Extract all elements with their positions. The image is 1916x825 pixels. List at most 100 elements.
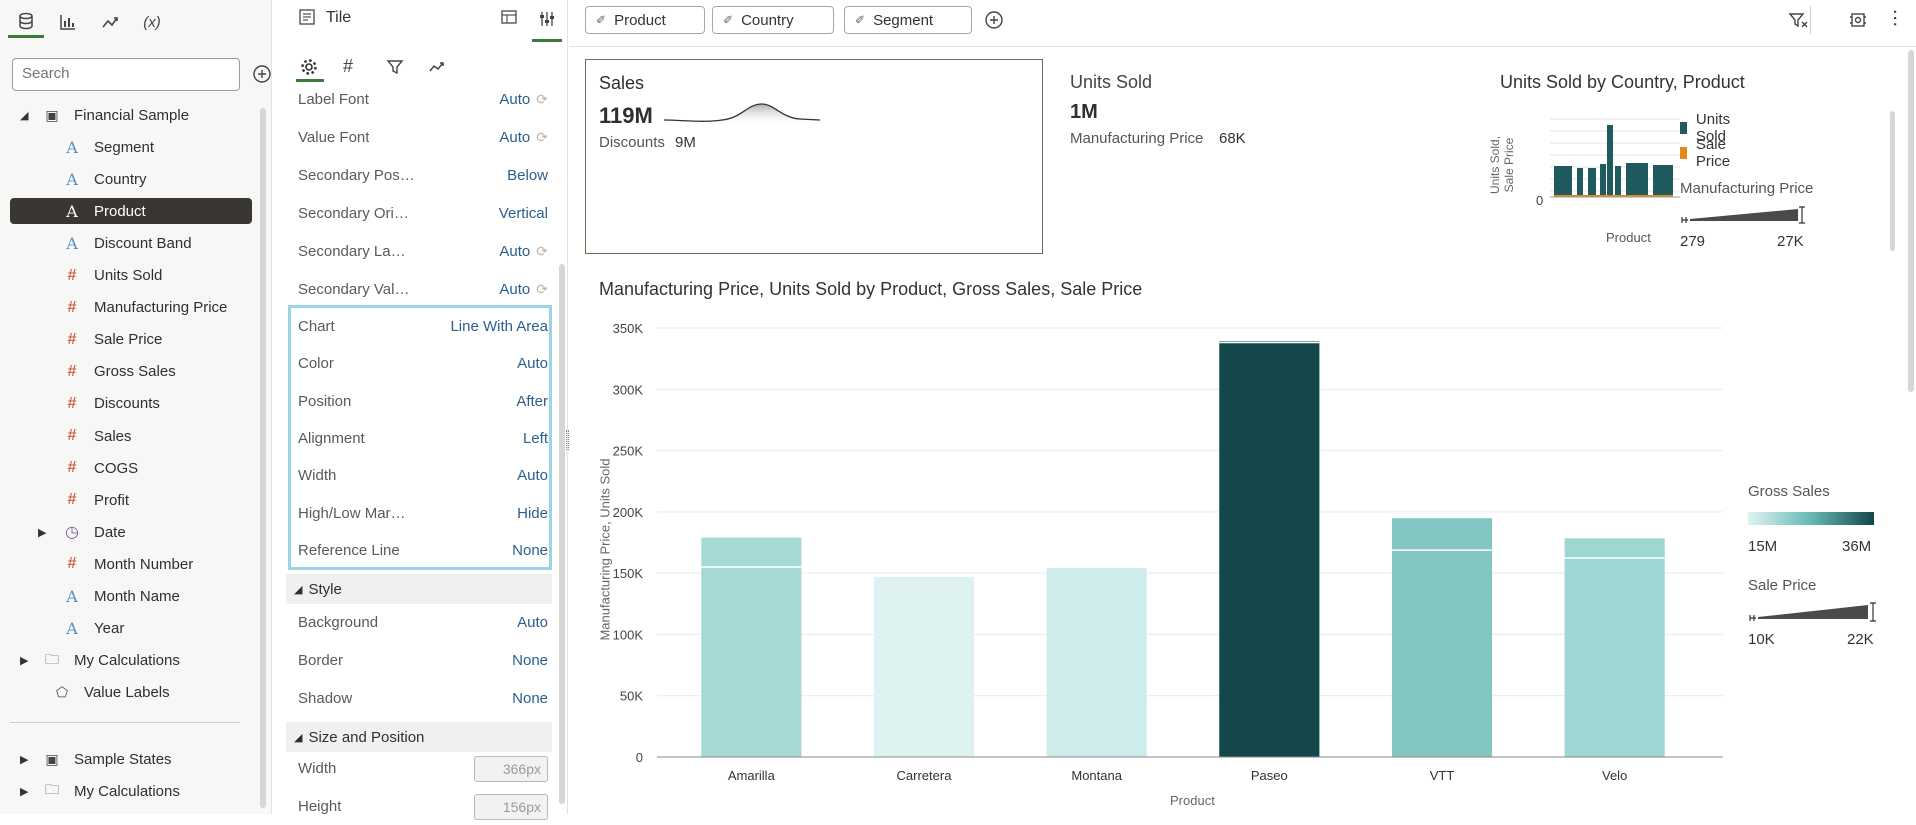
tree-item[interactable]: A Discount Band bbox=[10, 230, 252, 256]
canvas-settings-icon[interactable] bbox=[1848, 10, 1868, 33]
property-row[interactable]: Value Font Auto ⟳ bbox=[294, 119, 552, 156]
property-row[interactable]: Height 156px bbox=[294, 788, 552, 825]
tree-item[interactable]: # Manufacturing Price bbox=[10, 295, 252, 321]
data-tab-icon[interactable] bbox=[8, 6, 44, 38]
canvas-scrollbar[interactable] bbox=[1908, 50, 1914, 392]
property-value[interactable]: After bbox=[516, 393, 548, 410]
tree-item[interactable]: A Product bbox=[10, 198, 252, 225]
tree-item[interactable]: # COGS bbox=[10, 455, 252, 481]
property-value[interactable]: Left bbox=[523, 430, 548, 447]
layout-icon[interactable] bbox=[500, 8, 522, 30]
search-input[interactable] bbox=[13, 59, 233, 88]
property-value[interactable]: Auto bbox=[517, 614, 548, 631]
property-input[interactable]: 366px bbox=[474, 755, 548, 782]
property-value[interactable]: Auto bbox=[517, 467, 548, 484]
property-row[interactable]: Width Auto bbox=[294, 457, 552, 494]
property-row[interactable]: Label Font Auto ⟳ bbox=[294, 81, 552, 118]
property-row[interactable]: Background Auto bbox=[294, 604, 552, 641]
values-props-tab[interactable]: # bbox=[343, 56, 354, 76]
property-row[interactable]: Reference Line None bbox=[294, 532, 552, 569]
legend-item[interactable]: Units Sold bbox=[1680, 111, 1735, 145]
bar[interactable] bbox=[1564, 538, 1665, 757]
property-value[interactable]: Vertical bbox=[499, 205, 548, 222]
property-row[interactable]: Secondary La… Auto ⟳ bbox=[294, 233, 552, 270]
property-value[interactable]: Below bbox=[507, 167, 548, 184]
tree-item[interactable]: # Gross Sales bbox=[10, 359, 252, 385]
property-value[interactable]: Auto bbox=[517, 355, 548, 372]
property-value[interactable]: 156px bbox=[474, 793, 548, 820]
reset-icon[interactable]: ⟳ bbox=[536, 243, 548, 259]
tree-item[interactable]: ▶ ◷ Date bbox=[10, 519, 252, 545]
property-row[interactable]: Border None bbox=[294, 642, 552, 679]
property-value[interactable]: None bbox=[512, 652, 548, 669]
calculations-tab-icon[interactable]: (x) bbox=[143, 13, 161, 31]
tree-item[interactable]: # Sale Price bbox=[10, 327, 252, 353]
size-section-header[interactable]: ◢ Size and Position bbox=[286, 722, 552, 752]
mini-scrollbar[interactable] bbox=[1890, 111, 1895, 251]
property-row[interactable]: Secondary Ori… Vertical bbox=[294, 195, 552, 232]
property-row[interactable]: Alignment Left bbox=[294, 420, 552, 457]
more-menu-icon[interactable]: … bbox=[1889, 8, 1911, 28]
property-value[interactable]: Line With Area bbox=[450, 318, 548, 335]
tree-item[interactable]: ▶ 🗀 My Calculations bbox=[10, 648, 252, 674]
tree-item[interactable]: A Country bbox=[10, 166, 252, 192]
tree-item[interactable]: ⬠ Value Labels bbox=[10, 680, 252, 706]
expand-icon[interactable]: ▶ bbox=[20, 655, 29, 668]
legend-item[interactable]: Sale Price bbox=[1680, 136, 1735, 170]
left-scrollbar[interactable] bbox=[260, 108, 266, 808]
units-sold-tile[interactable]: Units Sold 1M Manufacturing Price 68K bbox=[1070, 59, 1470, 254]
sales-tile[interactable]: Sales 119M Discounts 9M bbox=[585, 59, 1043, 254]
property-row[interactable]: Secondary Pos… Below bbox=[294, 157, 552, 194]
visualizations-tab-icon[interactable] bbox=[50, 6, 86, 38]
property-input[interactable]: 156px bbox=[474, 793, 548, 820]
property-row[interactable]: Shadow None bbox=[294, 680, 552, 717]
add-data-icon[interactable] bbox=[252, 64, 272, 84]
property-value[interactable]: Auto ⟳ bbox=[499, 281, 548, 298]
filter-props-tab[interactable] bbox=[386, 58, 404, 79]
collapse-icon[interactable]: ◢ bbox=[20, 109, 29, 122]
property-row[interactable]: High/Low Mar… Hide bbox=[294, 495, 552, 532]
property-row[interactable]: Position After bbox=[294, 383, 552, 420]
filter-pill[interactable]: ✐ Product bbox=[585, 6, 705, 34]
mid-scrollbar[interactable] bbox=[559, 264, 565, 804]
tree-item[interactable]: # Discounts bbox=[10, 391, 252, 417]
property-row[interactable]: Secondary Val… Auto ⟳ bbox=[294, 271, 552, 308]
mini-chart[interactable]: Units Sold by Country, Product Units Sol… bbox=[1488, 59, 1910, 254]
expand-icon[interactable]: ▶ bbox=[20, 753, 29, 766]
general-props-tab[interactable] bbox=[296, 56, 324, 82]
expand-icon[interactable]: ▶ bbox=[38, 526, 47, 539]
analytics-props-tab[interactable] bbox=[428, 58, 446, 79]
property-value[interactable]: None bbox=[512, 542, 548, 559]
property-row[interactable]: Width 366px bbox=[294, 750, 552, 787]
panel-splitter[interactable] bbox=[566, 430, 569, 450]
property-value[interactable]: Auto ⟳ bbox=[499, 129, 548, 146]
property-row[interactable]: Color Auto bbox=[294, 345, 552, 382]
style-section-header[interactable]: ◢ Style bbox=[286, 574, 552, 604]
tree-item[interactable]: # Month Number bbox=[10, 551, 252, 577]
main-chart[interactable]: Manufacturing Price, Units Sold by Produ… bbox=[585, 276, 1905, 814]
search-box[interactable] bbox=[12, 58, 240, 91]
property-row[interactable]: Chart Line With Area bbox=[294, 308, 552, 345]
property-value[interactable]: 366px bbox=[474, 755, 548, 782]
bar[interactable] bbox=[701, 537, 802, 757]
analytics-tab-icon[interactable] bbox=[92, 6, 128, 38]
reset-icon[interactable]: ⟳ bbox=[536, 91, 548, 107]
reset-icon[interactable]: ⟳ bbox=[536, 129, 548, 145]
tree-item[interactable]: A Month Name bbox=[10, 584, 252, 610]
bar[interactable] bbox=[1391, 518, 1493, 757]
tree-item[interactable]: A Segment bbox=[10, 134, 252, 160]
tree-item[interactable]: # Profit bbox=[10, 487, 252, 513]
bar[interactable] bbox=[1046, 567, 1147, 757]
expand-icon[interactable]: ▶ bbox=[20, 785, 29, 798]
property-value[interactable]: Hide bbox=[517, 505, 548, 522]
reset-icon[interactable]: ⟳ bbox=[536, 281, 548, 297]
tree-item[interactable]: A Year bbox=[10, 616, 252, 642]
tree-item[interactable]: ▶ ▣ Sample States bbox=[10, 746, 252, 772]
property-value[interactable]: Auto ⟳ bbox=[499, 243, 548, 260]
filter-toggle-icon[interactable] bbox=[1788, 10, 1808, 33]
bar[interactable] bbox=[873, 577, 975, 757]
add-filter-icon[interactable] bbox=[984, 10, 1004, 33]
property-value[interactable]: Auto ⟳ bbox=[499, 91, 548, 108]
tree-item[interactable]: # Units Sold bbox=[10, 263, 252, 289]
properties-tab[interactable] bbox=[532, 4, 562, 42]
